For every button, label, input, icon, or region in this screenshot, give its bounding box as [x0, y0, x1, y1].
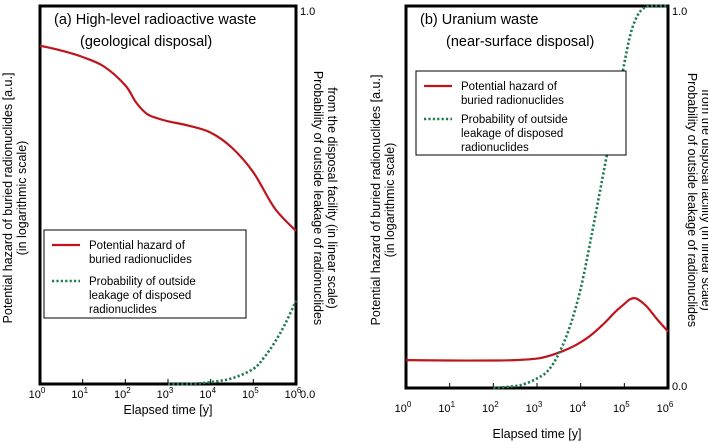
- left-axis-label-b-line2: (in logarithmic scale): [383, 143, 397, 258]
- hazard-curve-b: [405, 296, 669, 362]
- legend-label-leakage-a-line3: radionuclides: [89, 304, 157, 316]
- plot-frame-b: [404, 4, 670, 390]
- x-tick-label: 105: [613, 400, 630, 415]
- legend-label-hazard-a-line1: Potential hazard of: [89, 240, 186, 252]
- x-axis-label-a: Elapsed time [y]: [124, 403, 213, 417]
- x-tick-label: 101: [71, 386, 88, 401]
- x-tick-labels-b: 100 101 102 103 104 105 106: [395, 400, 674, 415]
- x-tick-label: 105: [242, 386, 259, 401]
- leakage-curve-a: [167, 300, 298, 386]
- x-tick-label: 103: [526, 400, 543, 415]
- x-tick-label: 101: [438, 400, 455, 415]
- legend-label-leakage-b-line3: radionuclides: [461, 142, 529, 154]
- legend-a: Potential hazard of buried radionuclides…: [43, 229, 247, 319]
- plot-area-b: [404, 4, 670, 390]
- legend-label-hazard-b-line1: Potential hazard of: [461, 81, 558, 93]
- legend-label-hazard-b-line2: buried radionuclides: [461, 95, 564, 107]
- x-tick-label: 106: [657, 400, 674, 415]
- x-tick-label: 102: [482, 400, 499, 415]
- left-axis-label-b-line1: Potential hazard of buried radionuclides…: [369, 75, 383, 326]
- right-axis-label-b-line2: from the disposal facility (in linear sc…: [699, 89, 708, 311]
- right-axis-label-a-line2: from the disposal facility (in linear sc…: [325, 87, 339, 309]
- leakage-curve-b: [493, 4, 669, 390]
- right-axis-label-a-line1: Probability of outside leakage of radion…: [311, 71, 325, 325]
- x-tick-marks-a: [39, 379, 297, 384]
- legend-label-leakage-b-line1: Probability of outside: [461, 114, 568, 126]
- x-tick-label: 104: [569, 400, 586, 415]
- panel-a: Potential hazard of buried radionuclides…: [1, 4, 339, 417]
- plot-area-a: [38, 4, 298, 386]
- x-tick-label: 102: [114, 386, 131, 401]
- x-tick-label: 104: [199, 386, 216, 401]
- legend-label-leakage-a-line2: leakage of disposed: [89, 290, 191, 302]
- legend-label-leakage-a-line1: Probability of outside: [89, 276, 196, 288]
- x-tick-label: 100: [395, 400, 412, 415]
- plot-frame-a: [38, 4, 298, 386]
- x-axis-label-b: Elapsed time [y]: [493, 427, 582, 441]
- right-tick-top-b: 1.0: [672, 6, 687, 18]
- panel-title-a-line1: (a) High-level radioactive waste: [54, 12, 256, 28]
- x-tick-labels-a: 100 101 102 103 104 105 106: [29, 386, 302, 401]
- hazard-curve-a: [39, 44, 297, 232]
- x-tick-label: 100: [29, 386, 46, 401]
- panel-b: Potential hazard of buried radionuclides…: [369, 4, 708, 441]
- x-tick-label: 106: [285, 386, 302, 401]
- panel-title-b-line1: (b) Uranium waste: [420, 12, 538, 28]
- legend-label-leakage-b-line2: leakage of disposed: [461, 128, 563, 140]
- x-tick-label: 103: [157, 386, 174, 401]
- right-tick-bottom-a: 0.0: [300, 389, 315, 401]
- panel-title-a-line2: (geological disposal): [80, 34, 212, 50]
- right-tick-bottom-b: 0.0: [672, 381, 687, 393]
- right-tick-top-a: 1.0: [300, 6, 315, 18]
- legend-b: Potential hazard of buried radionuclides…: [415, 70, 627, 156]
- left-axis-label-line2: (in logarithmic scale): [15, 141, 29, 256]
- right-axis-label-b-line1: Probability of outside leakage of radion…: [685, 73, 699, 327]
- left-axis-label-line1: Potential hazard of buried radionuclides…: [1, 73, 15, 324]
- panel-title-b-line2: (near-surface disposal): [446, 34, 594, 50]
- legend-label-hazard-a-line2: buried radionuclides: [89, 254, 192, 266]
